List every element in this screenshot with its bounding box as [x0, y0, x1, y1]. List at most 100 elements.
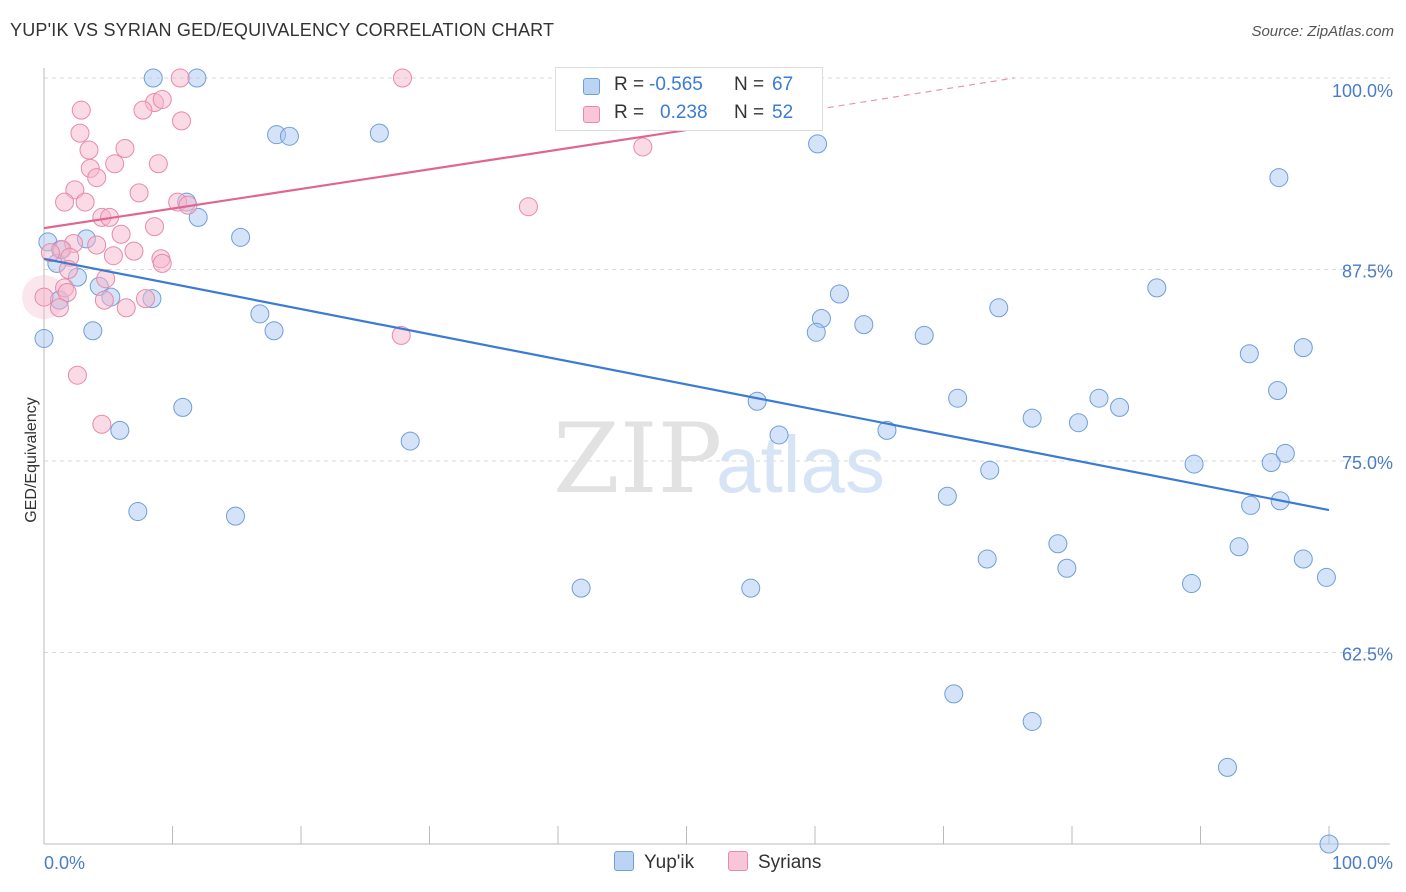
yupik-point [944, 684, 964, 704]
legend-n-label: N = [734, 74, 765, 95]
syrian-point [152, 89, 172, 109]
syrian-point [129, 183, 149, 203]
syrian-trend-line [43, 129, 687, 230]
yupik-point [989, 298, 1009, 318]
syrian-point [96, 269, 116, 289]
stats-legend: R = -0.565 N = 67 R = 0.238 N = 52 [555, 67, 823, 131]
yupik-point [1319, 834, 1339, 854]
yupik-point [747, 391, 767, 411]
syrian-point [103, 246, 123, 266]
watermark-zip: ZIP [553, 403, 722, 515]
grid-lines [44, 77, 1390, 653]
syrian-point [148, 154, 168, 174]
syrian-point [115, 138, 135, 158]
legend-r-label: R = [614, 74, 645, 95]
yupik-point [1241, 495, 1261, 515]
syrian-point [57, 282, 77, 302]
yupik-point [1110, 397, 1130, 417]
source-label: Source: ZipAtlas.com [1251, 23, 1394, 40]
legend-item-yupik: Yup'ik [614, 851, 694, 874]
yupik-point [187, 68, 207, 88]
yupik-point [1261, 453, 1281, 473]
yupik-point [1268, 381, 1288, 401]
yupik-trend-line [43, 257, 1330, 512]
syrian-point [75, 192, 95, 212]
legend-row-yupik: R = -0.565 N = 67 [556, 72, 822, 100]
yupik-point [977, 549, 997, 569]
tick-labels: 62.5% 75.0% 87.5% 100.0% 0.0% 100.0% [44, 81, 1393, 873]
yupik-point [1229, 537, 1249, 557]
watermark-atlas: atlas [716, 420, 885, 509]
syrian-point [116, 298, 136, 318]
syrian-point [70, 123, 90, 143]
legend-swatch-yupik [583, 78, 600, 95]
syrian-point [105, 154, 125, 174]
syrian-point [145, 217, 165, 237]
syrian-point [170, 68, 190, 88]
syrian-point [152, 253, 172, 273]
syrian-point [136, 289, 156, 309]
axes [43, 68, 1390, 845]
y-tick-label: 100.0% [1332, 81, 1393, 101]
yupik-point [1269, 168, 1289, 188]
legend-swatch-yupik [614, 851, 634, 871]
y-tick-label: 75.0% [1342, 453, 1393, 473]
syrian-point [518, 197, 538, 217]
yupik-point [1147, 278, 1167, 298]
yupik-point [231, 227, 251, 247]
syrian-point [393, 68, 413, 88]
yupik-point [369, 123, 389, 143]
legend-n-label: N = [734, 102, 765, 123]
syrian-point [171, 111, 191, 131]
syrian-point [40, 243, 60, 263]
yupik-point [1184, 454, 1204, 474]
yupik-point [1022, 408, 1042, 428]
legend-swatch-syrians [728, 851, 748, 871]
yupik-point [1275, 443, 1295, 463]
legend-r-label: R = [614, 102, 645, 123]
data-points [22, 68, 1339, 854]
watermark: ZIP atlas [553, 403, 885, 515]
x-tick-label: 0.0% [44, 853, 85, 873]
yupik-point [854, 315, 874, 335]
yupik-point [741, 578, 761, 598]
yupik-point [1293, 338, 1313, 358]
yupik-point [188, 207, 208, 227]
syrian-point [65, 180, 85, 200]
yupik-point [110, 420, 130, 440]
syrian-point [55, 192, 75, 212]
yupik-point [250, 304, 270, 324]
syrian-point [124, 241, 144, 261]
yupik-point [1239, 344, 1259, 364]
y-tick-label: 62.5% [1342, 645, 1393, 665]
legend-row-syrians: R = 0.238 N = 52 [556, 100, 822, 128]
yupik-point [128, 502, 148, 522]
y-tick-label: 87.5% [1342, 262, 1393, 282]
yupik-point [83, 321, 103, 341]
syrian-point [633, 137, 653, 157]
syrian-point [111, 224, 131, 244]
legend-swatch-syrians [583, 106, 600, 123]
syrian-point [133, 100, 153, 120]
yupik-point [34, 328, 54, 348]
yupik-point [571, 578, 591, 598]
yupik-point [1068, 413, 1088, 433]
yupik-point [1048, 534, 1068, 554]
yupik-point [937, 486, 957, 506]
yupik-point [914, 325, 934, 345]
yupik-point [948, 388, 968, 408]
yupik-point [1089, 388, 1109, 408]
yupik-point [400, 431, 420, 451]
yupik-point [806, 322, 826, 342]
yupik-point [980, 460, 1000, 480]
yupik-point [264, 321, 284, 341]
legend-r-value: -0.565 [649, 74, 703, 95]
legend-label-syrians: Syrians [758, 852, 822, 873]
yupik-point [143, 68, 163, 88]
legend-r-value: 0.238 [660, 102, 708, 123]
yupik-point [877, 420, 897, 440]
syrian-point [94, 290, 114, 310]
yupik-point [173, 397, 193, 417]
syrian-point [67, 365, 87, 385]
yupik-point [1022, 711, 1042, 731]
